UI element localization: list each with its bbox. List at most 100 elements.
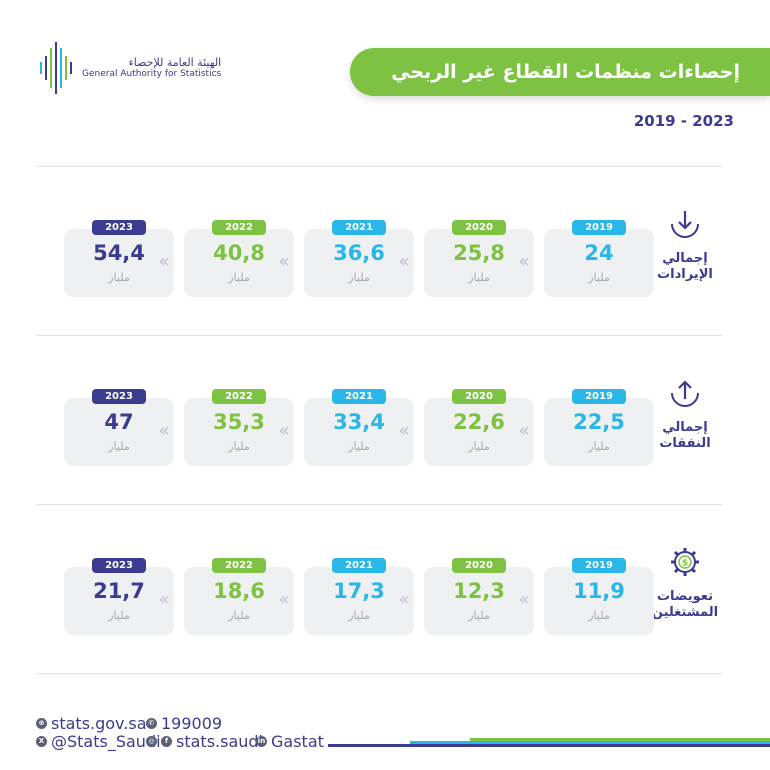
year-badge: 2022 [212, 389, 266, 404]
section-label: $ تعويضات المشتغلين [640, 545, 730, 621]
phone-icon: ✆ [146, 718, 157, 729]
year-badge: 2019 [572, 220, 626, 235]
x-twitter-icon: X [36, 736, 47, 747]
stat-value: 17,3 [333, 579, 385, 603]
chevron-left-icon: « [518, 251, 530, 272]
year-badge: 2022 [212, 220, 266, 235]
chevron-left-icon: « [398, 420, 410, 441]
footer-linkedin[interactable]: in Gastat [256, 732, 324, 751]
gear-dollar-icon: $ [668, 545, 702, 583]
stat-value: 18,6 [213, 579, 265, 603]
stat-value: 54,4 [93, 241, 145, 265]
section-label-line2: الإيرادات [657, 267, 713, 282]
linkedin-icon: in [256, 736, 267, 747]
logo-arabic-text: الهيئة العامة للإحصاء [128, 55, 222, 69]
stat-unit: مليار [588, 271, 610, 284]
stat-card-2022: 2022 18,6 مليار [184, 558, 294, 635]
stat-unit: مليار [228, 440, 250, 453]
stat-card-2023: 2023 21,7 مليار [64, 558, 174, 635]
stat-card-2021: 2021 36,6 مليار [304, 220, 414, 297]
logo-english-text: General Authority for Statistics [82, 69, 222, 80]
stat-value: 12,3 [453, 579, 505, 603]
year-badge: 2021 [332, 389, 386, 404]
stat-unit: مليار [468, 609, 490, 622]
stat-card-2021: 2021 33,4 مليار [304, 389, 414, 466]
chevron-left-icon: « [398, 589, 410, 610]
year-badge: 2023 [92, 389, 146, 404]
chevron-left-icon: « [398, 251, 410, 272]
chevron-left-icon: « [518, 589, 530, 610]
stat-card-2023: 2023 47 مليار [64, 389, 174, 466]
gastat-logo: الهيئة العامة للإحصاء General Authority … [36, 40, 221, 96]
footer-phone-text: 199009 [161, 714, 223, 733]
stat-value: 35,3 [213, 410, 265, 434]
year-badge: 2022 [212, 558, 266, 573]
footer-phone[interactable]: ✆ 199009 [146, 714, 222, 733]
stat-value: 21,7 [93, 579, 145, 603]
stat-value: 25,8 [453, 241, 505, 265]
section-label: إجمالي الإيرادات [640, 207, 730, 283]
year-badge: 2021 [332, 220, 386, 235]
chevron-left-icon: « [278, 420, 290, 441]
year-badge: 2020 [452, 220, 506, 235]
footer-social-text: stats.saudi [176, 732, 263, 751]
years-range: 2019 - 2023 [633, 112, 734, 130]
divider [36, 166, 722, 167]
divider [36, 673, 722, 674]
year-badge: 2019 [572, 558, 626, 573]
facebook-icon: f [161, 736, 172, 747]
year-badge: 2023 [92, 558, 146, 573]
globe-icon: ⊕ [36, 718, 47, 729]
instagram-icon: ◎ [146, 736, 157, 747]
footer-twitter-text: @Stats_Saudi [51, 732, 161, 751]
stat-card-2020: 2020 22,6 مليار [424, 389, 534, 466]
section-label: إجمالي النفقات [640, 376, 730, 452]
section-label-line1: إجمالي [662, 420, 708, 435]
chevron-left-icon: « [278, 251, 290, 272]
year-badge: 2021 [332, 558, 386, 573]
page-title: إحصاءات منظمات القطاع غير الربحي [391, 61, 740, 83]
svg-text:$: $ [682, 559, 688, 569]
arrow-down-icon [668, 207, 702, 245]
stat-unit: مليار [348, 271, 370, 284]
page-title-banner: إحصاءات منظمات القطاع غير الربحي [350, 48, 770, 96]
stat-unit: مليار [468, 271, 490, 284]
stat-card-2021: 2021 17,3 مليار [304, 558, 414, 635]
year-badge: 2023 [92, 220, 146, 235]
stat-unit: مليار [588, 609, 610, 622]
stat-unit: مليار [108, 609, 130, 622]
year-badge: 2020 [452, 558, 506, 573]
stat-value: 11,9 [573, 579, 625, 603]
stat-unit: مليار [228, 271, 250, 284]
section-label-line2: النفقات [659, 436, 711, 451]
footer-twitter[interactable]: X @Stats_Saudi [36, 732, 161, 751]
chevron-left-icon: « [158, 251, 170, 272]
stat-card-2022: 2022 40,8 مليار [184, 220, 294, 297]
stat-value: 22,6 [453, 410, 505, 434]
footer-social[interactable]: ◎ f stats.saudi [146, 732, 263, 751]
stat-value: 47 [104, 410, 134, 434]
stat-card-2019: 2019 22,5 مليار [544, 389, 654, 466]
footer-website[interactable]: ⊕ stats.gov.sa [36, 714, 147, 733]
stat-value: 33,4 [333, 410, 385, 434]
section-label-line1: تعويضات [656, 589, 713, 604]
stat-card-2019: 2019 24 مليار [544, 220, 654, 297]
chevron-left-icon: « [518, 420, 530, 441]
stat-value: 24 [584, 241, 614, 265]
stat-card-2020: 2020 12,3 مليار [424, 558, 534, 635]
stat-unit: مليار [348, 440, 370, 453]
stat-card-2023: 2023 54,4 مليار [64, 220, 174, 297]
stat-card-2020: 2020 25,8 مليار [424, 220, 534, 297]
divider [36, 504, 722, 505]
stat-unit: مليار [468, 440, 490, 453]
stat-unit: مليار [228, 609, 250, 622]
chevron-left-icon: « [278, 589, 290, 610]
divider [36, 335, 722, 336]
year-badge: 2020 [452, 389, 506, 404]
stat-card-2022: 2022 35,3 مليار [184, 389, 294, 466]
footer-decorative-lines [328, 738, 770, 748]
section-label-line2: المشتغلين [651, 605, 719, 620]
stat-unit: مليار [108, 271, 130, 284]
stat-value: 22,5 [573, 410, 625, 434]
stat-unit: مليار [588, 440, 610, 453]
